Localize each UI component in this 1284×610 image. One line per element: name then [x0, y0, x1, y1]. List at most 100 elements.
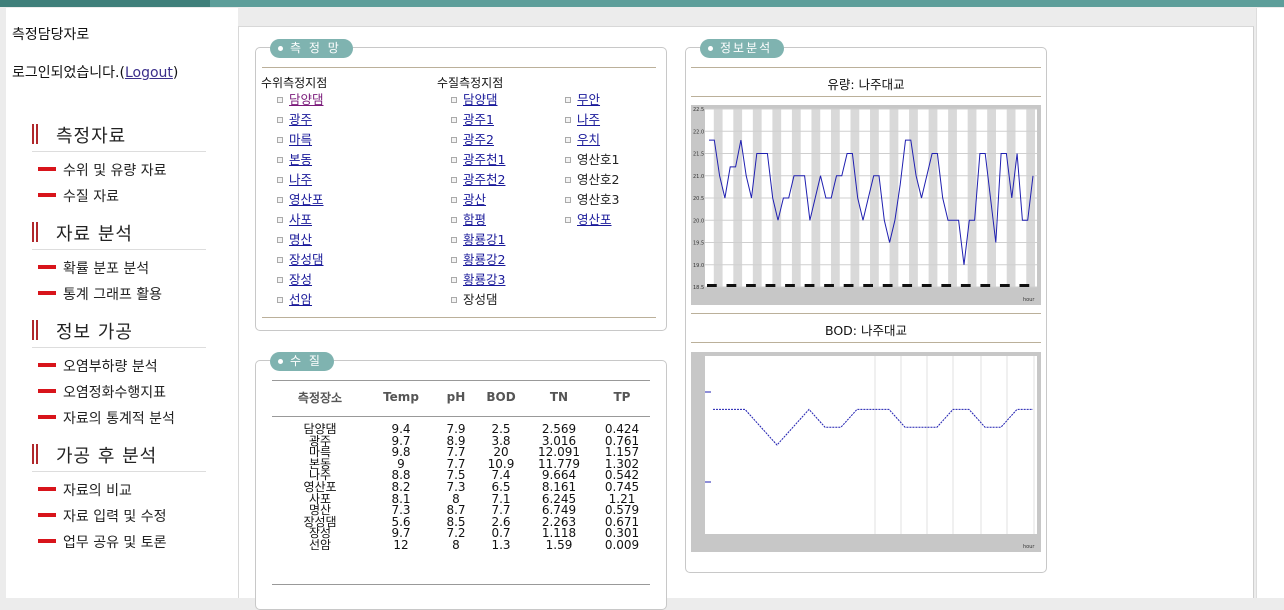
station-item[interactable]: 광주2	[451, 129, 494, 148]
station-item[interactable]: 광주천2	[451, 169, 505, 188]
station-item[interactable]: 마륵	[277, 129, 312, 148]
bullet-icon	[451, 136, 457, 143]
station-item[interactable]: 영산호2	[565, 169, 619, 188]
station-item[interactable]: 황룡강1	[451, 229, 505, 248]
menu-section-4[interactable]: 가공 후 분석	[32, 438, 206, 472]
station-item[interactable]: 장성댐	[451, 289, 498, 308]
table-cell: 1.118	[541, 526, 577, 541]
menu-section-title: 측정자료	[56, 126, 127, 147]
station-item[interactable]: 담양댐	[451, 89, 498, 108]
station-link[interactable]: 선암	[289, 292, 313, 307]
menu-item[interactable]: 확률 분포 분석	[38, 258, 149, 278]
station-item[interactable]: 장성	[277, 269, 312, 288]
menu-section-1[interactable]: 측정자료	[32, 118, 206, 152]
station-item[interactable]: 명산	[277, 229, 312, 248]
station-link[interactable]: 광주2	[463, 132, 494, 147]
station-link[interactable]: 장성	[289, 272, 313, 287]
baseline-mark	[785, 284, 795, 287]
menu-item[interactable]: 자료 입력 및 수정	[38, 506, 167, 526]
menu-item[interactable]: 수위 및 유량 자료	[38, 160, 167, 180]
column-header: Temp	[383, 390, 419, 404]
station-link[interactable]: 황룡강1	[463, 232, 506, 247]
station-item[interactable]: 나주	[565, 109, 600, 128]
table-cell: 11.779	[538, 456, 580, 471]
station-link[interactable]: 사포	[289, 212, 313, 227]
scrollbar-area[interactable]	[1256, 8, 1284, 598]
station-link[interactable]: 함평	[463, 212, 487, 227]
table-cell: 8.7	[446, 503, 466, 518]
station-item[interactable]: 황룡강3	[451, 269, 505, 288]
station-link[interactable]: 광주천1	[463, 152, 506, 167]
station-link[interactable]: 광주	[289, 112, 313, 127]
menu-item-label: 자료의 비교	[63, 483, 132, 499]
table-cell: 명산	[308, 503, 332, 518]
menu-item[interactable]: 수질 자료	[38, 186, 119, 206]
bullet-icon	[451, 156, 457, 163]
station-item[interactable]: 영산호3	[565, 189, 619, 208]
menu-item[interactable]: 오염부하량 분석	[38, 356, 158, 376]
station-item[interactable]: 무안	[565, 89, 600, 108]
bullet-icon	[277, 216, 283, 223]
menu-item[interactable]: 통계 그래프 활용	[38, 284, 162, 304]
station-link[interactable]: 마륵	[289, 132, 313, 147]
station-link[interactable]: 장성댐	[289, 252, 324, 267]
station-link[interactable]: 무안	[577, 92, 601, 107]
table-cell: 0.009	[604, 537, 640, 552]
station-link: 영산호3	[577, 192, 620, 207]
bullet-icon	[565, 216, 571, 223]
menu-section-2[interactable]: 자료 분석	[32, 216, 206, 250]
station-link[interactable]: 광산	[463, 192, 487, 207]
table-cell: 9.7	[391, 526, 411, 541]
menu-item[interactable]: 자료의 비교	[38, 480, 132, 500]
table-cell: 6.245	[541, 491, 577, 506]
menu-item[interactable]: 오염정화수행지표	[38, 382, 166, 402]
station-item[interactable]: 함평	[451, 209, 486, 228]
table-cell: 0.745	[604, 479, 640, 494]
station-link[interactable]: 황룡강2	[463, 252, 506, 267]
station-link[interactable]: 담양댐	[289, 92, 324, 107]
station-item[interactable]: 광주천1	[451, 149, 505, 168]
station-link[interactable]: 영산포	[577, 212, 612, 227]
baseline-mark	[726, 284, 737, 287]
quality-panel	[255, 360, 667, 610]
login-message: 로그인되었습니다.(	[12, 65, 125, 81]
station-link[interactable]: 영산포	[289, 192, 324, 207]
table-cell: 1.59	[545, 537, 573, 552]
station-item[interactable]: 우치	[565, 129, 600, 148]
station-link[interactable]: 우치	[577, 132, 601, 147]
station-item[interactable]: 나주	[277, 169, 312, 188]
station-item[interactable]: 광산	[451, 189, 486, 208]
station-item[interactable]: 장성댐	[277, 249, 324, 268]
menu-item[interactable]: 업무 공유 및 토론	[38, 532, 167, 552]
station-link[interactable]: 광주1	[463, 112, 494, 127]
logout-link[interactable]: Logout	[124, 65, 173, 81]
menu-item-label: 자료 입력 및 수정	[63, 509, 167, 525]
station-item[interactable]: 사포	[277, 209, 312, 228]
table-row: 영산포 8.2 7.3 6.5 8.161 0.745	[272, 479, 650, 494]
station-item[interactable]: 영산포	[277, 189, 324, 208]
station-link[interactable]: 담양댐	[463, 92, 498, 107]
station-link[interactable]: 나주	[289, 172, 313, 187]
station-link[interactable]: 나주	[577, 112, 601, 127]
station-link[interactable]: 광주천2	[463, 172, 506, 187]
top-tab	[0, 0, 210, 7]
station-item[interactable]: 황룡강2	[451, 249, 505, 268]
station-item[interactable]: 광주	[277, 109, 312, 128]
station-item[interactable]: 담양댐	[277, 89, 324, 108]
table-cell: 7.3	[391, 503, 411, 518]
table-cell: 나주	[308, 468, 332, 483]
menu-item[interactable]: 자료의 통계적 분석	[38, 408, 175, 428]
station-link[interactable]: 황룡강3	[463, 272, 506, 287]
station-item[interactable]: 선암	[277, 289, 312, 308]
menu-section-3[interactable]: 정보 가공	[32, 314, 206, 348]
station-item[interactable]: 영산호1	[565, 149, 619, 168]
station-item[interactable]: 광주1	[451, 109, 494, 128]
station-link[interactable]: 명산	[289, 232, 313, 247]
station-link[interactable]: 본동	[289, 152, 313, 167]
dash-icon	[38, 167, 56, 171]
baseline-mark	[960, 284, 971, 287]
station-item[interactable]: 영산포	[565, 209, 612, 228]
baseline-mark	[824, 284, 834, 287]
station-item[interactable]: 본동	[277, 149, 312, 168]
table-cell: 2.569	[541, 422, 577, 436]
